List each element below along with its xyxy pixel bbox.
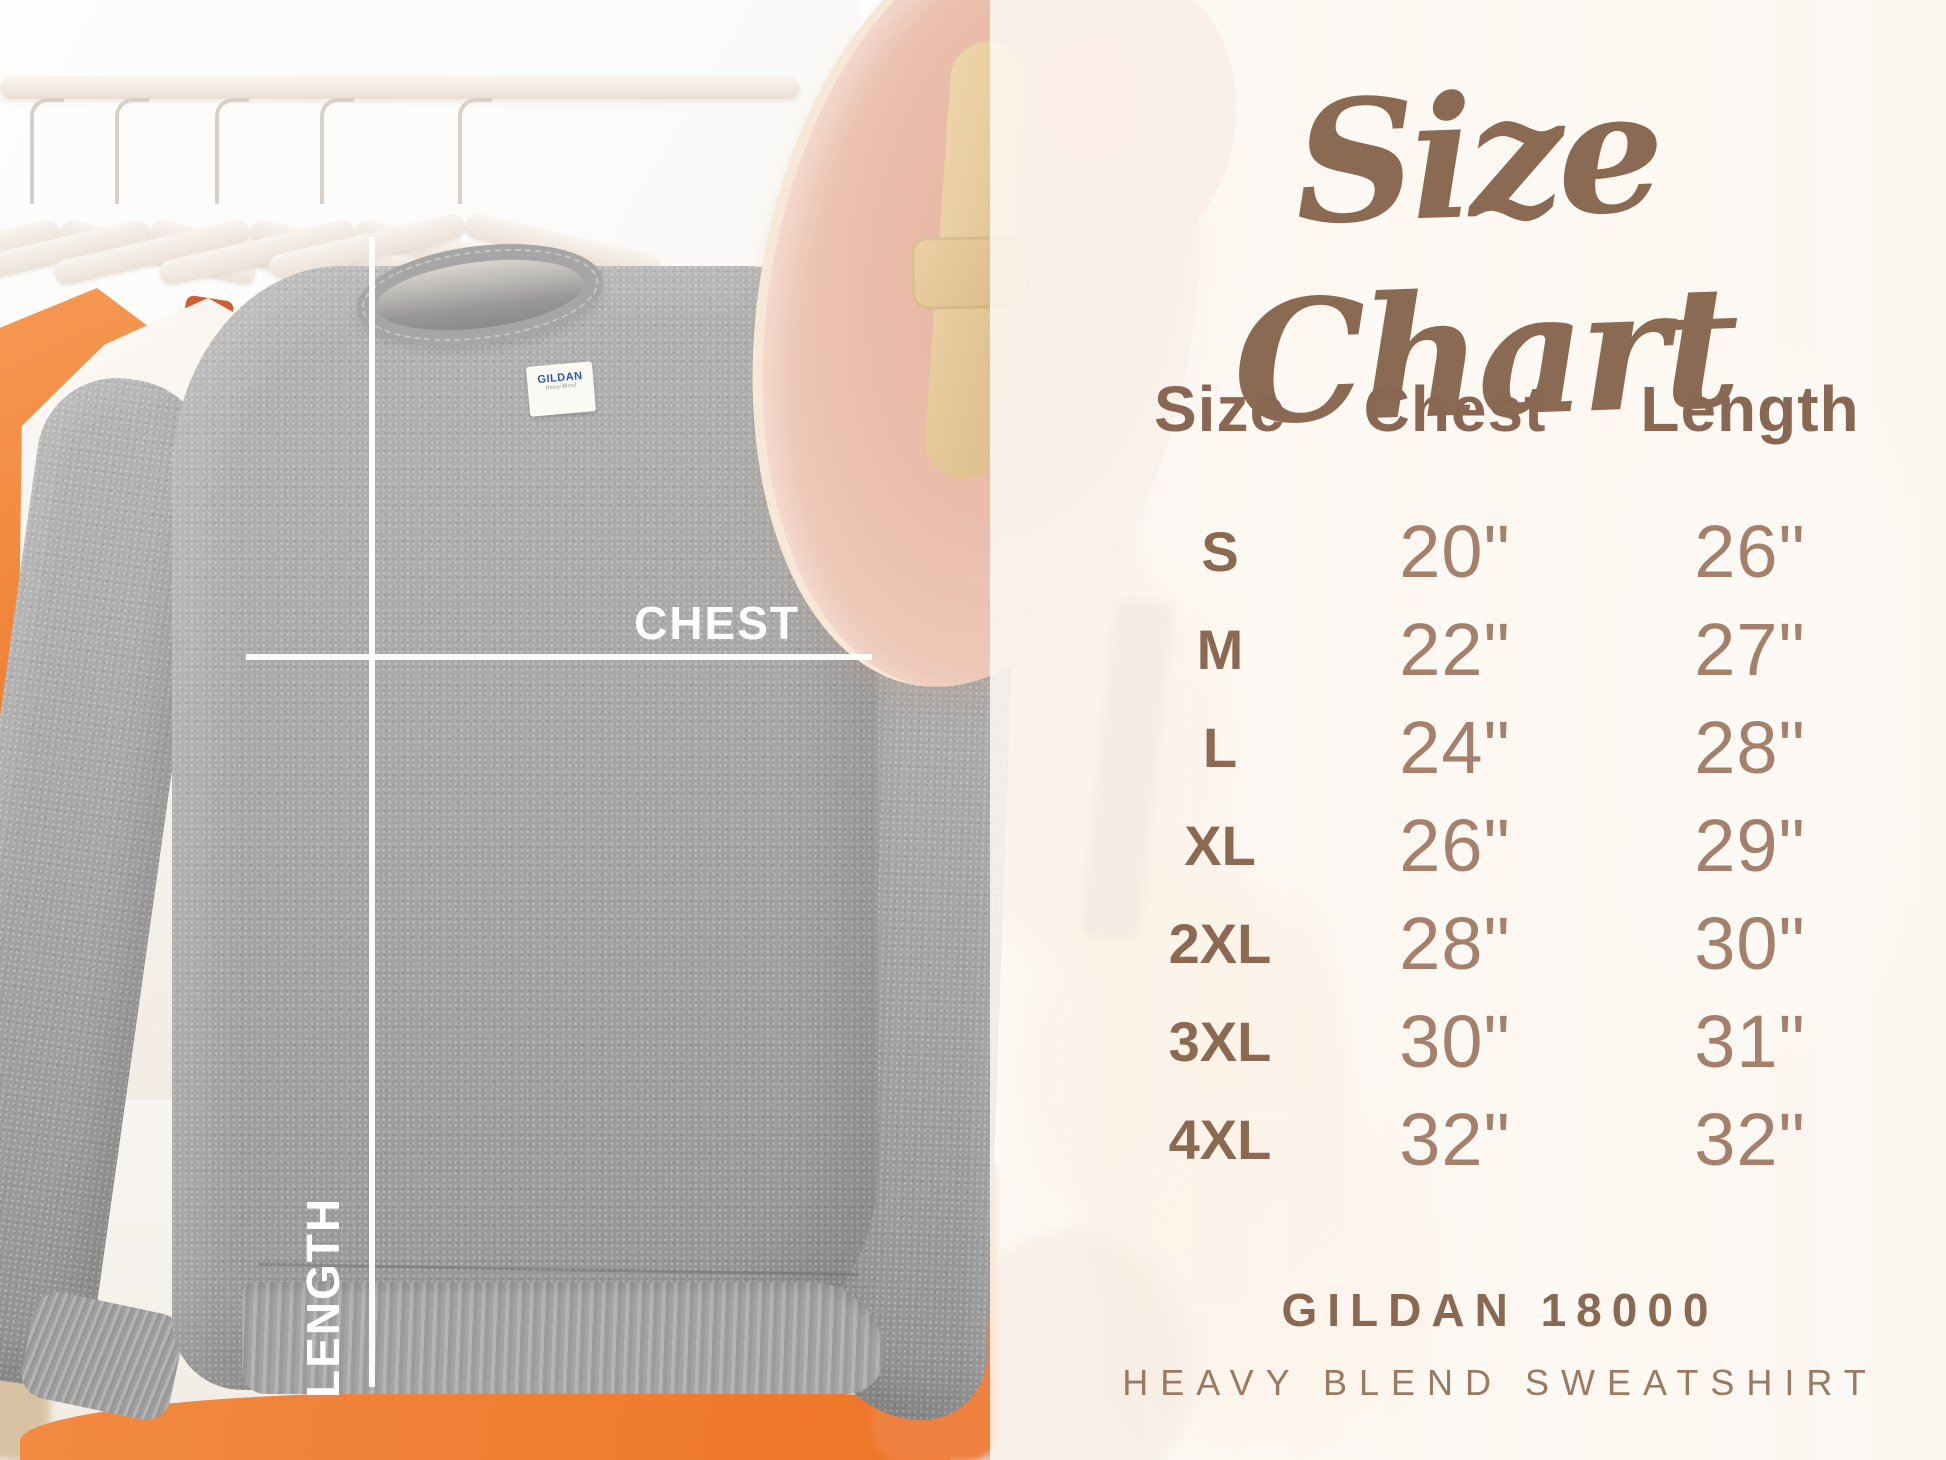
length-label: LENGTH bbox=[297, 1196, 349, 1398]
length-cell: 31" bbox=[1694, 999, 1806, 1083]
hanger-hook bbox=[458, 98, 492, 204]
size-cell: 3XL bbox=[1168, 1009, 1272, 1073]
length-cell: 26" bbox=[1694, 509, 1806, 593]
length-cell: 32" bbox=[1694, 1097, 1806, 1181]
neck-tag: GILDAN Heavy Blend bbox=[525, 361, 597, 417]
table-row: L 24" 28" bbox=[1090, 698, 1940, 796]
hanger-hook bbox=[115, 98, 149, 204]
size-table-rows: S 20" 26" M 22" 27" L 24" 28" XL 26" 29" 2XL 28" 30" 3X… bbox=[1090, 502, 1940, 1188]
table-row: 3XL 30" 31" bbox=[1090, 992, 1940, 1090]
hanger-hook bbox=[30, 98, 64, 204]
column-header-length: Length bbox=[1640, 373, 1860, 445]
chest-cell: 20" bbox=[1399, 509, 1511, 593]
length-measure-line bbox=[369, 237, 375, 1387]
chest-cell: 26" bbox=[1399, 803, 1511, 887]
size-cell: 4XL bbox=[1168, 1107, 1272, 1171]
size-cell: M bbox=[1196, 617, 1244, 681]
chest-cell: 30" bbox=[1399, 999, 1511, 1083]
size-cell: S bbox=[1201, 519, 1239, 583]
clothes-rack-bar bbox=[0, 76, 800, 99]
chest-cell: 28" bbox=[1399, 901, 1511, 985]
length-cell: 29" bbox=[1694, 803, 1806, 887]
panel-overlay bbox=[990, 0, 1946, 1460]
size-table-header: Size Chest Length bbox=[1090, 372, 1940, 446]
column-header-size: Size bbox=[1153, 373, 1287, 445]
size-cell: L bbox=[1202, 715, 1238, 779]
hanger-hook bbox=[320, 98, 354, 204]
product-subtitle: HEAVY BLEND SWEATSHIRT bbox=[1122, 1362, 1878, 1403]
table-row: 4XL 32" 32" bbox=[1090, 1090, 1940, 1188]
product-name: GILDAN 18000 bbox=[1281, 1284, 1719, 1336]
chest-cell: 24" bbox=[1399, 705, 1511, 789]
column-header-chest: Chest bbox=[1363, 373, 1547, 445]
chest-cell: 22" bbox=[1399, 607, 1511, 691]
size-cell: XL bbox=[1184, 813, 1256, 877]
table-row: M 22" 27" bbox=[1090, 600, 1940, 698]
length-cell: 30" bbox=[1694, 901, 1806, 985]
hanger-hook bbox=[215, 98, 249, 204]
sweatshirt-hem-band bbox=[242, 1282, 884, 1394]
length-cell: 28" bbox=[1694, 705, 1806, 789]
table-row: 2XL 28" 30" bbox=[1090, 894, 1940, 992]
chest-measure-line bbox=[246, 654, 872, 660]
chest-label: CHEST bbox=[634, 597, 800, 649]
table-row: XL 26" 29" bbox=[1090, 796, 1940, 894]
orange-fabric-bottom bbox=[20, 1392, 950, 1460]
length-cell: 27" bbox=[1694, 607, 1806, 691]
table-row: S 20" 26" bbox=[1090, 502, 1940, 600]
chest-cell: 32" bbox=[1399, 1097, 1511, 1181]
size-cell: 2XL bbox=[1168, 911, 1272, 975]
